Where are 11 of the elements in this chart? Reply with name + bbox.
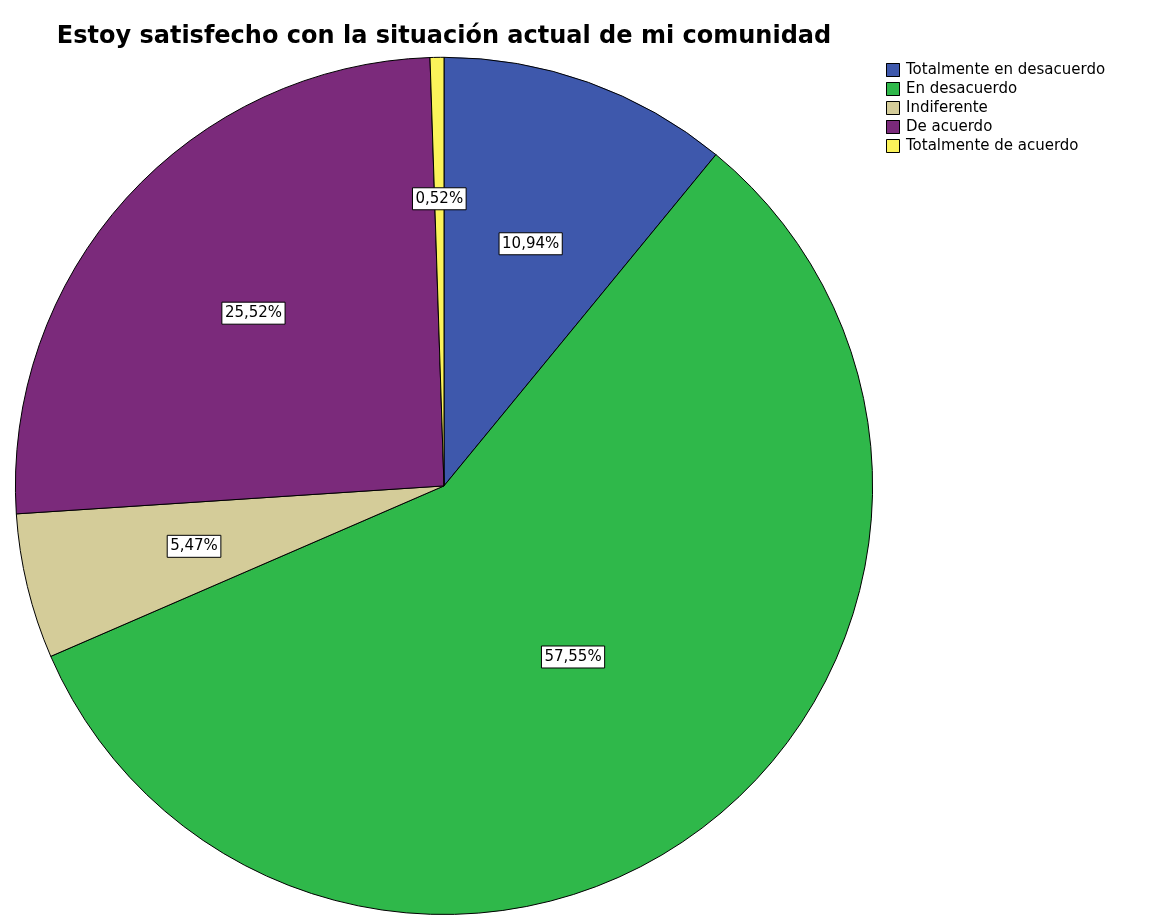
legend-label: Indiferente bbox=[906, 97, 988, 116]
data-label: 57,55% bbox=[544, 646, 602, 665]
data-label: 10,94% bbox=[502, 233, 560, 252]
legend-label: Totalmente en desacuerdo bbox=[905, 59, 1106, 78]
chart-title: Estoy satisfecho con la situación actual de mi comunidad bbox=[56, 20, 832, 49]
legend-label: Totalmente de acuerdo bbox=[905, 135, 1079, 154]
data-label: 5,47% bbox=[170, 536, 218, 555]
data-label: 0,52% bbox=[415, 188, 464, 207]
legend-label: De acuerdo bbox=[906, 116, 993, 135]
legend-label: En desacuerdo bbox=[906, 78, 1018, 97]
data-label: 25,52% bbox=[224, 303, 283, 322]
